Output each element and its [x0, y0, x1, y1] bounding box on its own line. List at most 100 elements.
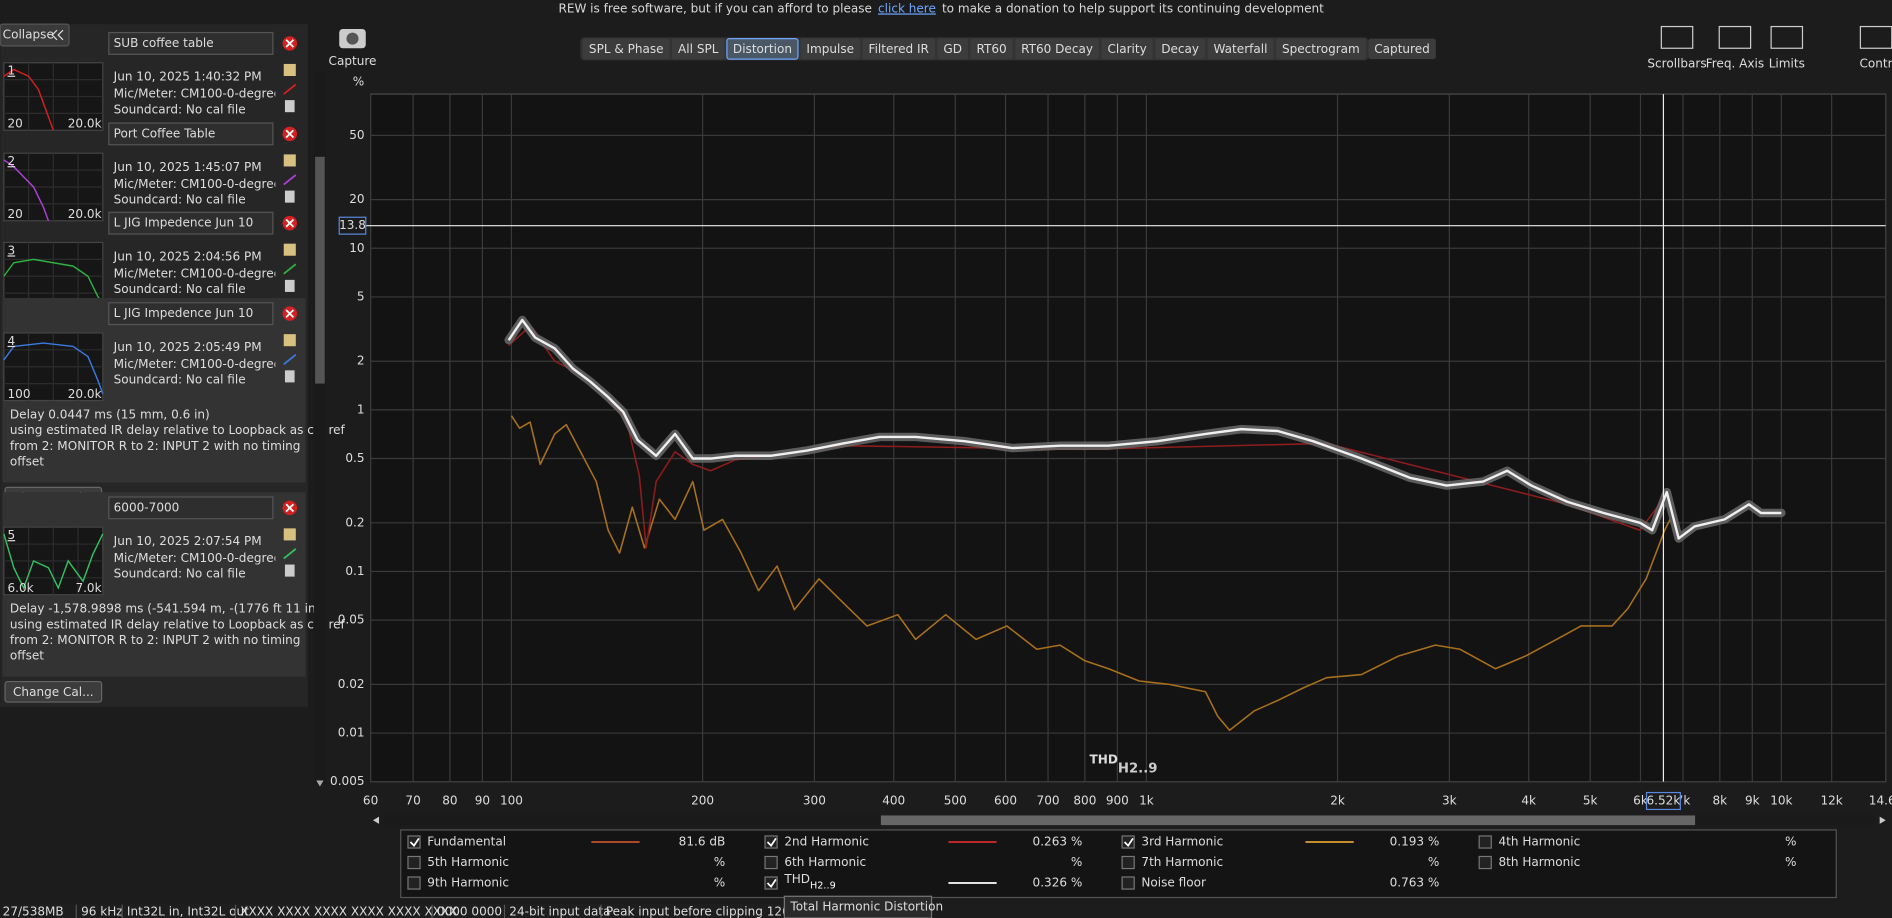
mini-axis-max: 7.0k — [75, 581, 101, 595]
legend-checkbox[interactable] — [1478, 855, 1492, 870]
tool-icon[interactable] — [1660, 25, 1694, 49]
tab[interactable] — [970, 38, 1013, 60]
y-tick-label: 2 — [357, 354, 365, 368]
change-cal-label: Change Cal... — [13, 685, 94, 699]
mini-curve — [3, 258, 104, 304]
measurement-mic: Mic/Meter: CM100-0-degree.t — [114, 87, 290, 101]
tab[interactable] — [1155, 38, 1206, 60]
h-scroll-thumb[interactable] — [880, 815, 1696, 826]
mini-axis-min: 100 — [7, 387, 30, 401]
legend-checkbox[interactable] — [1121, 835, 1135, 849]
legend-value: 0.326 % — [1033, 876, 1083, 890]
mini-curve — [3, 533, 104, 590]
edit-icon[interactable] — [283, 243, 296, 256]
y-tick-label: 0.05 — [338, 613, 365, 627]
legend-checkbox[interactable] — [764, 855, 778, 870]
x-tick-label: 12k — [1820, 793, 1842, 807]
tab[interactable] — [1275, 38, 1366, 60]
tool-label: Freq. Axis — [1706, 56, 1764, 70]
x-tick-label: 300 — [803, 793, 826, 807]
file-icon — [284, 190, 295, 203]
measurement-detail: using estimated IR delay relative to Loo… — [10, 423, 346, 437]
edit-icon[interactable] — [283, 528, 296, 541]
legend-name-sub: H2..9 — [810, 880, 836, 891]
edit-icon[interactable] — [283, 334, 296, 347]
legend-checkbox[interactable] — [407, 835, 421, 849]
line-icon — [283, 174, 297, 186]
remove-x — [285, 218, 295, 228]
tab[interactable] — [672, 38, 725, 60]
tool-icon[interactable] — [1718, 25, 1752, 49]
tooltip-text: Total Harmonic Distortion — [789, 900, 943, 914]
name-box[interactable] — [108, 302, 274, 326]
tab[interactable] — [1207, 38, 1274, 60]
status-item: Int32L in, Int32L out — [127, 904, 249, 918]
legend-value: % — [1428, 855, 1439, 869]
donate-link[interactable]: click here — [878, 1, 936, 15]
measurement-number: 4 — [7, 334, 15, 348]
line-icon — [283, 83, 297, 95]
legend-checkbox[interactable] — [764, 876, 778, 890]
measurement-date: Jun 10, 2025 2:04:56 PM — [113, 249, 262, 263]
legend-value: % — [1785, 835, 1796, 849]
name-box[interactable] — [108, 122, 274, 146]
tab[interactable] — [726, 37, 799, 60]
legend-name: 9th Harmonic — [427, 876, 509, 890]
tool-label: Contr — [1860, 56, 1892, 70]
legend-checkbox[interactable] — [407, 855, 421, 870]
legend-value: % — [1785, 855, 1796, 869]
tab[interactable] — [1368, 38, 1436, 60]
tab[interactable] — [862, 38, 935, 60]
measurement-name: 6000-7000 — [114, 500, 180, 514]
mini-axis-min: 6.0k — [7, 581, 33, 595]
legend-checkbox[interactable] — [407, 876, 421, 890]
legend-checkbox[interactable] — [764, 835, 778, 849]
measurement-detail: Delay -1,578.9898 ms (-541.594 m, -(1776… — [10, 602, 325, 616]
x-tick-label: 200 — [691, 793, 714, 807]
tool-icon[interactable] — [1770, 25, 1804, 49]
tab[interactable] — [1015, 38, 1100, 60]
edit-icon[interactable] — [283, 154, 296, 167]
mini-axis-max: 20.0k — [68, 207, 102, 221]
capture-lens — [346, 32, 359, 45]
mini-axis-min: 20 — [7, 207, 22, 221]
tab[interactable] — [800, 38, 861, 60]
measurement-number: 1 — [7, 64, 15, 78]
y-axis-unit: % — [353, 75, 364, 89]
file-icon — [284, 279, 295, 292]
x-tick-label: 9k — [1745, 793, 1760, 807]
cursor-x-box — [1645, 791, 1681, 811]
legend-checkbox[interactable] — [1478, 835, 1492, 849]
tab-label: Decay — [1161, 42, 1199, 56]
measurement-number: 3 — [7, 243, 15, 257]
name-box[interactable] — [108, 31, 274, 55]
tab[interactable] — [1101, 38, 1153, 60]
x-tick-label: 600 — [994, 793, 1017, 807]
legend-value: 81.6 dB — [679, 835, 726, 849]
legend-checkbox[interactable] — [1121, 876, 1135, 890]
legend-panel — [400, 829, 1837, 899]
legend-name: 7th Harmonic — [1141, 855, 1223, 869]
edit-icon[interactable] — [283, 63, 296, 76]
tab[interactable] — [937, 38, 969, 60]
x-tick-label: 8k — [1712, 793, 1727, 807]
status-item: 0000 0000 — [437, 904, 502, 918]
name-box[interactable] — [108, 496, 274, 520]
x-tick-label: 14.6k — [1869, 793, 1892, 807]
line-icon — [283, 263, 297, 275]
measurement-mic: Mic/Meter: CM100-0-degree.t — [114, 551, 290, 565]
legend-checkbox[interactable] — [1121, 855, 1135, 870]
panel-scroll-thumb[interactable] — [315, 156, 325, 384]
name-box[interactable] — [108, 211, 274, 235]
measurement-detail: Delay 0.0447 ms (15 mm, 0.6 in) — [10, 407, 210, 421]
measurement-date: Jun 10, 2025 2:07:54 PM — [113, 534, 262, 548]
series-line — [507, 318, 1782, 540]
y-tick-label: 0.01 — [338, 726, 365, 740]
change-cal-button[interactable] — [4, 680, 103, 703]
legend-value: % — [714, 876, 725, 890]
tab[interactable] — [582, 38, 670, 60]
collapse-button[interactable] — [0, 23, 70, 47]
measurement-detail: from 2: MONITOR R to 2: INPUT 2 with no … — [10, 439, 301, 453]
measurement-date: Jun 10, 2025 2:05:49 PM — [113, 340, 262, 354]
x-tick-label: 1k — [1139, 793, 1154, 807]
